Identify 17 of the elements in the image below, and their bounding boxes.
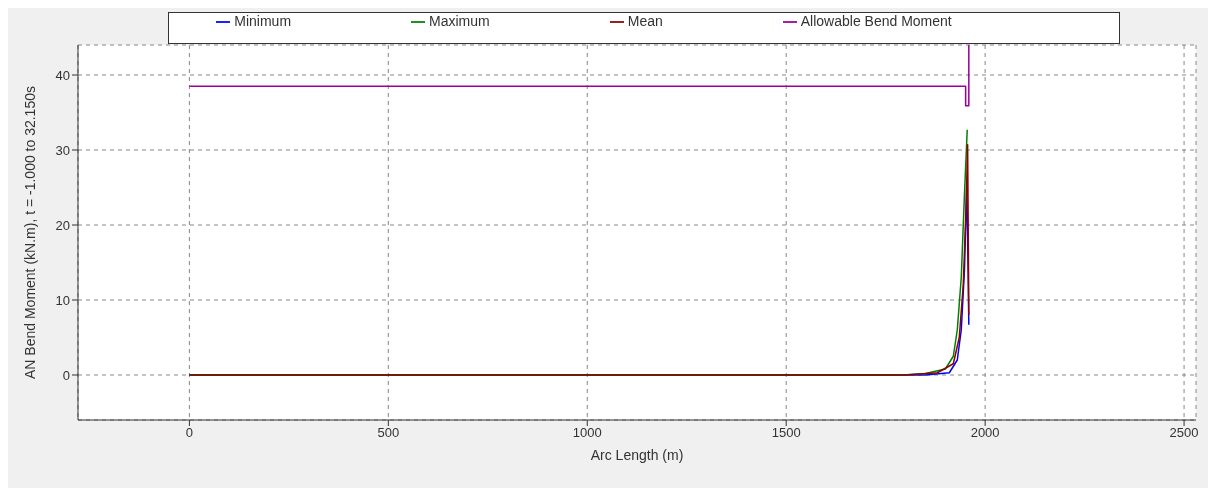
x-tick-label: 2000 <box>970 425 1000 441</box>
legend-label: Allowable Bend Moment <box>800 13 952 29</box>
y-tick-label: 30 <box>55 142 70 158</box>
y-tick-label: 40 <box>55 67 70 83</box>
y-tick-label: 0 <box>62 367 70 383</box>
legend-label: Minimum <box>234 13 292 29</box>
y-axis-title: AN Bend Moment (kN.m), t = -1.000 to 32.150s <box>21 86 38 379</box>
x-tick-label: 1500 <box>771 425 801 441</box>
x-axis-title: Arc Length (m) <box>590 447 684 463</box>
y-tick-label: 20 <box>55 217 70 233</box>
x-tick-label: 2500 <box>1169 425 1199 441</box>
x-tick-label: 500 <box>377 425 400 441</box>
legend-label: Maximum <box>429 13 490 29</box>
x-tick-label: 0 <box>185 425 194 441</box>
y-tick-label: 10 <box>55 292 70 308</box>
x-tick-label: 1000 <box>572 425 602 441</box>
legend-label: Mean <box>627 13 663 29</box>
